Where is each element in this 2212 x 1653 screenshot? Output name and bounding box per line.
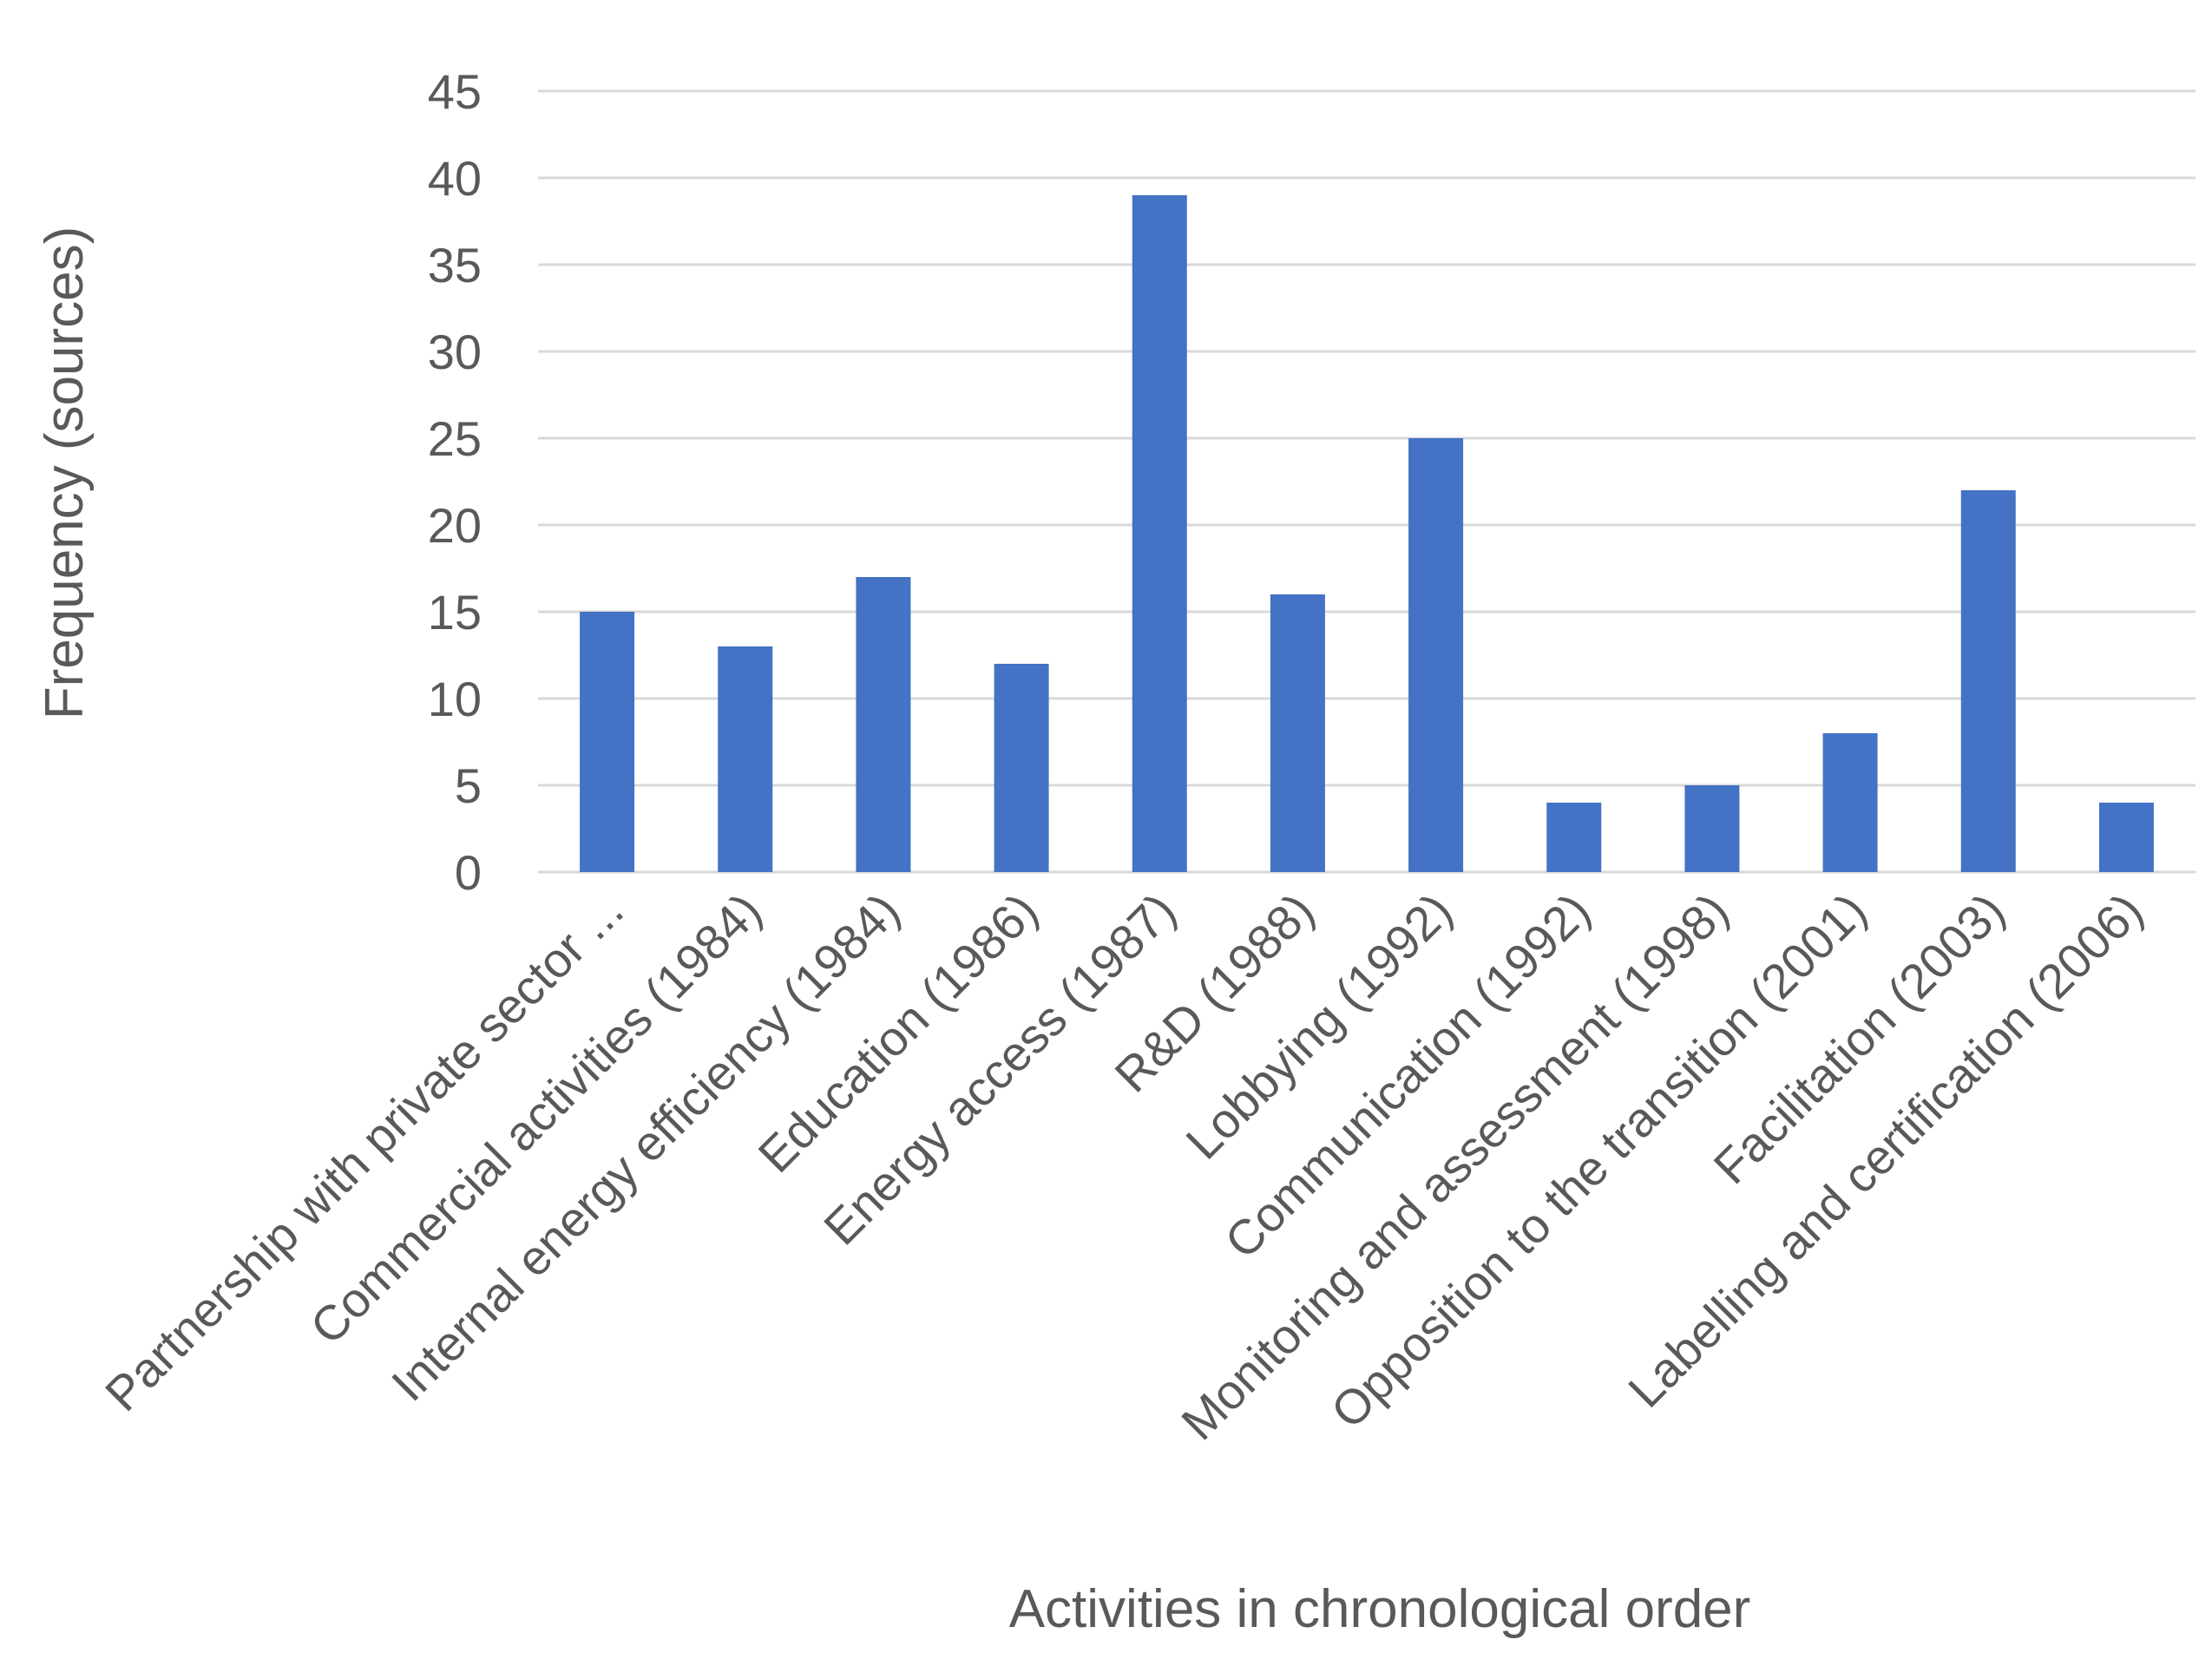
bar: [1684, 785, 1740, 872]
bar: [718, 646, 773, 872]
y-tick-label: 10: [428, 672, 482, 726]
y-tick-label: 40: [428, 151, 482, 206]
bar: [1822, 733, 1878, 872]
x-axis-title: Activities in chronological order: [1009, 1579, 1751, 1639]
gridlines: [538, 89, 2196, 874]
x-category-label: Internal energy efficiency (1984): [381, 882, 910, 1412]
bars: [580, 195, 2154, 872]
x-axis-category-labels: Partnership with private sector ...Comme…: [95, 882, 2153, 1450]
y-tick-label: 45: [428, 64, 482, 119]
bar: [2098, 803, 2154, 872]
x-category-label: Labelling and certification (2006): [1618, 882, 2153, 1418]
y-tick-label: 35: [428, 238, 482, 292]
x-category-label: Partnership with private sector ...: [95, 882, 633, 1421]
bar: [856, 577, 911, 872]
bar: [580, 612, 635, 872]
bar: [1408, 438, 1464, 872]
bar: [1270, 594, 1325, 872]
y-tick-label: 25: [428, 411, 482, 466]
y-tick-label: 20: [428, 498, 482, 553]
bar: [1960, 490, 2016, 872]
bar: [1132, 195, 1187, 872]
y-tick-label: 15: [428, 585, 482, 640]
y-tick-label: 0: [455, 845, 482, 900]
y-axis-title: Frequency (sources): [35, 226, 95, 720]
bar: [1546, 803, 1602, 872]
y-tick-label: 30: [428, 325, 482, 379]
bar: [994, 664, 1049, 872]
y-axis-ticks: 0 5 10 15 20 25 30 35 40 45: [428, 64, 482, 900]
y-tick-label: 5: [455, 758, 482, 813]
